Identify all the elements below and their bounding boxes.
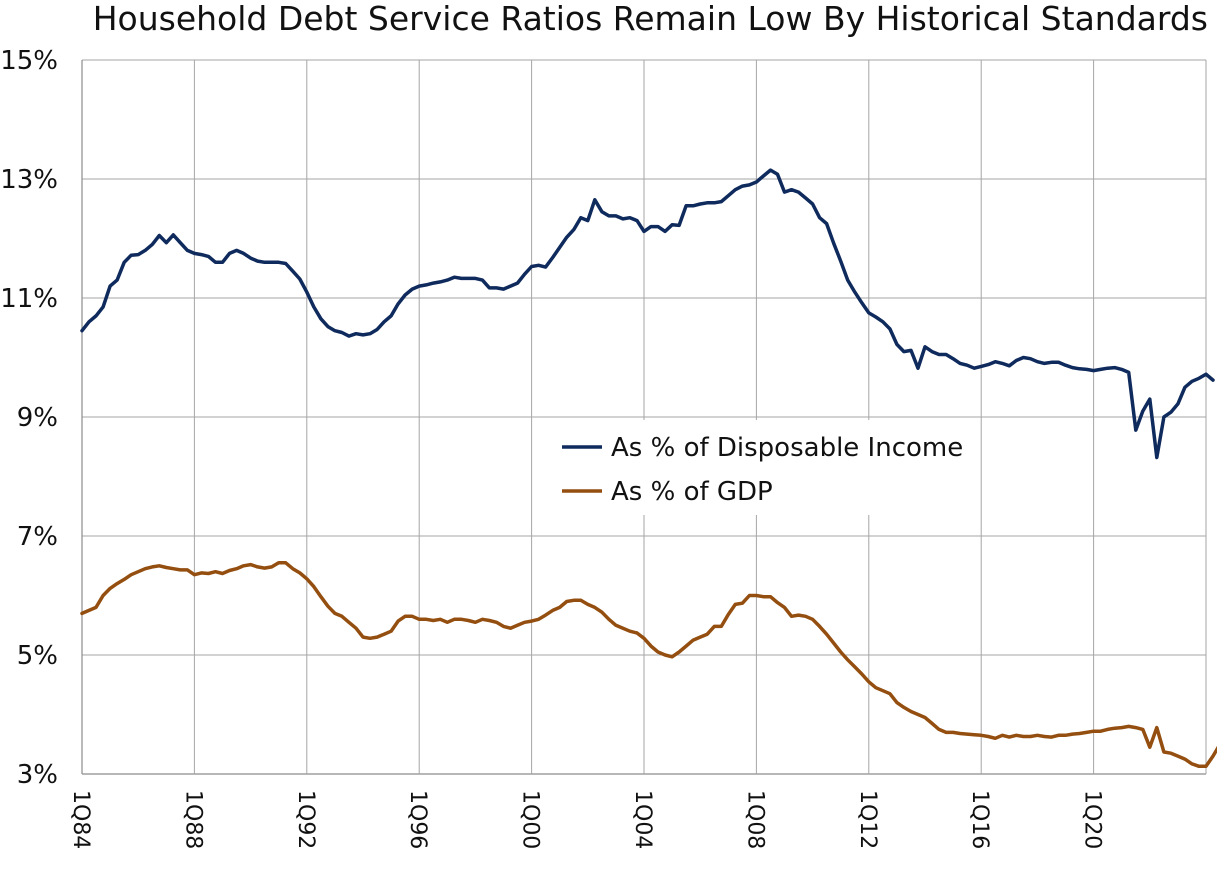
- x-tick-label: 1Q88: [180, 790, 205, 849]
- legend-label-disposable-income: As % of Disposable Income: [611, 433, 963, 463]
- series-lines: [80, 168, 1217, 769]
- y-tick-label: 15%: [0, 46, 58, 76]
- x-axis-ticks: 1Q84 1Q88 1Q92 1Q96 1Q00 1Q04 1Q08 1Q12 1Q16 1Q20: [68, 790, 1105, 849]
- legend-label-gdp: As % of GDP: [611, 477, 773, 507]
- gridlines: [81, 59, 1207, 775]
- x-tick-label: 1Q96: [405, 790, 430, 849]
- y-tick-label: 5%: [17, 641, 58, 671]
- y-tick-label: 13%: [0, 165, 58, 195]
- y-tick-label: 11%: [0, 284, 58, 314]
- y-tick-label: 9%: [17, 403, 58, 433]
- x-tick-label: 1Q20: [1080, 790, 1105, 849]
- y-axis-ticks: 15% 13% 11% 9% 7% 5% 3%: [0, 46, 58, 790]
- x-tick-label: 1Q92: [293, 790, 318, 849]
- series-line-disposable-income: [80, 168, 1215, 460]
- x-tick-label: 1Q12: [855, 790, 880, 849]
- x-tick-label: 1Q04: [630, 790, 655, 849]
- legend: As % of Disposable Income As % of GDP: [548, 420, 963, 515]
- chart-title: Household Debt Service Ratios Remain Low…: [93, 0, 1208, 38]
- x-tick-label: 1Q08: [742, 790, 767, 849]
- y-tick-label: 7%: [17, 522, 58, 552]
- x-tick-label: 1Q16: [967, 790, 992, 849]
- y-tick-label: 3%: [17, 760, 58, 790]
- legend-background: [548, 420, 878, 515]
- x-tick-label: 1Q84: [68, 790, 93, 849]
- series-line-gdp: [80, 561, 1217, 769]
- x-tick-label: 1Q00: [518, 790, 543, 849]
